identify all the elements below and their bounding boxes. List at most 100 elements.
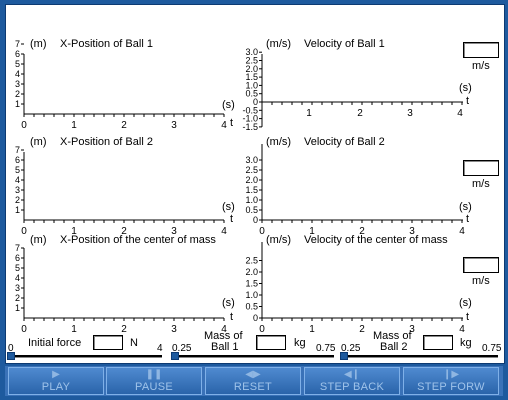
velcm-time-unit-label: (s) <box>459 297 472 309</box>
pos2-time-axis-label: t <box>230 213 233 225</box>
vel2-y-tick-label: 1.5 <box>245 185 258 195</box>
poscm-time-axis-label: t <box>230 311 233 323</box>
mass2-label-line1: Mass of <box>373 330 412 342</box>
step-back-button[interactable]: ◀❙ STEP BACK <box>304 367 400 395</box>
mass1-input[interactable] <box>256 335 286 350</box>
poscm-x-tick-label: 2 <box>121 324 127 335</box>
mass2-max-label: 0.75 <box>482 343 502 354</box>
mass2-slider-track[interactable] <box>343 355 498 358</box>
mass1-min-label: 0.25 <box>172 343 192 354</box>
mass2-input[interactable] <box>423 335 453 350</box>
vel2-x-tick-label: 3 <box>409 226 415 237</box>
step-forw-icon: ❙▶ <box>442 369 460 380</box>
pos2-y-tick-label: 5 <box>15 165 20 175</box>
play-icon: ▶ <box>52 369 60 380</box>
play-button[interactable]: ▶ PLAY <box>8 367 104 395</box>
vel2-x-tick-label: 2 <box>359 226 365 237</box>
poscm-time-unit-label: (s) <box>222 297 235 309</box>
mass1-slider-track[interactable] <box>174 355 334 358</box>
velcm-x-tick-label: 4 <box>459 324 465 335</box>
force-max-label: 4 <box>157 343 163 354</box>
poscm-x-tick-label: 0 <box>21 324 27 335</box>
vel1-y-tick-label: 1.0 <box>245 80 258 90</box>
vel1-y-tick-label: 2.5 <box>245 56 258 66</box>
pos1-y-tick-label: 3 <box>15 79 20 89</box>
poscm-y-tick-label: 1 <box>15 303 20 313</box>
reset-button-label: RESET <box>233 381 273 393</box>
velcm-y-tick-label: 0.5 <box>245 302 258 312</box>
vel2-time-axis-label: t <box>466 213 469 225</box>
force-slider-thumb[interactable] <box>7 352 15 360</box>
velcm-x-tick-label: 1 <box>309 324 315 335</box>
velcm-unit-label: (m/s) <box>266 234 291 246</box>
initial-force-input[interactable] <box>93 335 123 350</box>
velcm-x-tick-label: 0 <box>259 324 265 335</box>
pos1-y-tick-label: 4 <box>15 69 20 79</box>
velcm-x-tick-label: 3 <box>409 324 415 335</box>
pos2-y-tick-label: 4 <box>15 175 20 185</box>
pos1-y-tick-label: 7 <box>15 39 20 49</box>
pos2-time-unit-label: (s) <box>222 201 235 213</box>
vel1-title: Velocity of Ball 1 <box>304 38 385 50</box>
vel1-x-tick-label: 1 <box>306 108 312 119</box>
vel1-y-tick-label: 1.5 <box>245 72 258 82</box>
poscm-y-tick-label: 4 <box>15 273 20 283</box>
initial-force-unit: N <box>130 337 138 349</box>
mass2-unit: kg <box>460 337 472 349</box>
step-back-icon: ◀❙ <box>343 369 361 380</box>
velocity-ball1-readout-unit: m/s <box>472 60 490 72</box>
pause-button-label: PAUSE <box>135 381 173 393</box>
vel2-y-tick-label: 1.0 <box>245 195 258 205</box>
vel1-y-tick-label: 2.0 <box>245 64 258 74</box>
reset-icon: ◀▶ <box>245 369 261 380</box>
velcm-y-tick-label: 2.0 <box>245 267 258 277</box>
pos2-x-tick-label: 3 <box>171 226 177 237</box>
pos1-x-tick-label: 4 <box>221 120 227 131</box>
reset-button[interactable]: ◀▶ RESET <box>205 367 301 395</box>
poscm-y-tick-label: 5 <box>15 263 20 273</box>
vel1-y-tick-label: -1.0 <box>242 114 258 124</box>
pos1-x-tick-label: 3 <box>171 120 177 131</box>
vel1-unit-label: (m/s) <box>266 38 291 50</box>
poscm-unit-label: (m) <box>30 234 47 246</box>
step-forw-button[interactable]: ❙▶ STEP FORW <box>403 367 499 395</box>
velcm-x-tick-label: 2 <box>359 324 365 335</box>
vel2-x-tick-label: 1 <box>309 226 315 237</box>
step-forw-button-label: STEP FORW <box>417 381 485 393</box>
pause-icon: ❚❚ <box>145 369 163 380</box>
pos2-title: X-Position of Ball 2 <box>60 136 153 148</box>
mass1-slider-thumb[interactable] <box>171 352 179 360</box>
velocity-ball2-readout-unit: m/s <box>472 178 490 190</box>
vel1-x-tick-label: 3 <box>407 108 413 119</box>
graph-panel <box>5 4 505 364</box>
pos1-y-tick-label: 5 <box>15 59 20 69</box>
pause-button[interactable]: ❚❚ PAUSE <box>106 367 202 395</box>
pos1-y-tick-label: 1 <box>15 99 20 109</box>
pos1-y-tick-label: 6 <box>15 49 20 59</box>
velcm-y-tick-label: 1.0 <box>245 290 258 300</box>
vel1-time-axis-label: t <box>466 95 469 107</box>
vel2-time-unit-label: (s) <box>459 201 472 213</box>
mass1-max-label: 0.75 <box>316 343 336 354</box>
vel1-y-tick-label: -1.5 <box>242 122 258 132</box>
velcm-y-tick-label: 0 <box>253 313 258 323</box>
vel1-y-tick-label: 3.0 <box>245 47 258 57</box>
velocity-ball2-readout <box>463 160 499 176</box>
pos1-time-axis-label: t <box>230 117 233 129</box>
pos2-unit-label: (m) <box>30 136 47 148</box>
pos2-y-tick-label: 1 <box>15 205 20 215</box>
mass2-slider-thumb[interactable] <box>340 352 348 360</box>
force-slider-track[interactable] <box>10 355 162 358</box>
poscm-x-tick-label: 1 <box>71 324 77 335</box>
vel1-y-tick-label: 0 <box>253 97 258 107</box>
pos1-x-tick-label: 2 <box>121 120 127 131</box>
vel2-y-tick-label: 0.5 <box>245 205 258 215</box>
velcm-time-axis-label: t <box>466 311 469 323</box>
pos2-y-tick-label: 7 <box>15 145 20 155</box>
velocity-ball1-readout <box>463 42 499 58</box>
mass1-label-line1: Mass of <box>204 330 243 342</box>
pos1-x-tick-label: 0 <box>21 120 27 131</box>
vel2-unit-label: (m/s) <box>266 136 291 148</box>
mass2-min-label: 0.25 <box>341 343 361 354</box>
pos2-y-tick-label: 6 <box>15 155 20 165</box>
